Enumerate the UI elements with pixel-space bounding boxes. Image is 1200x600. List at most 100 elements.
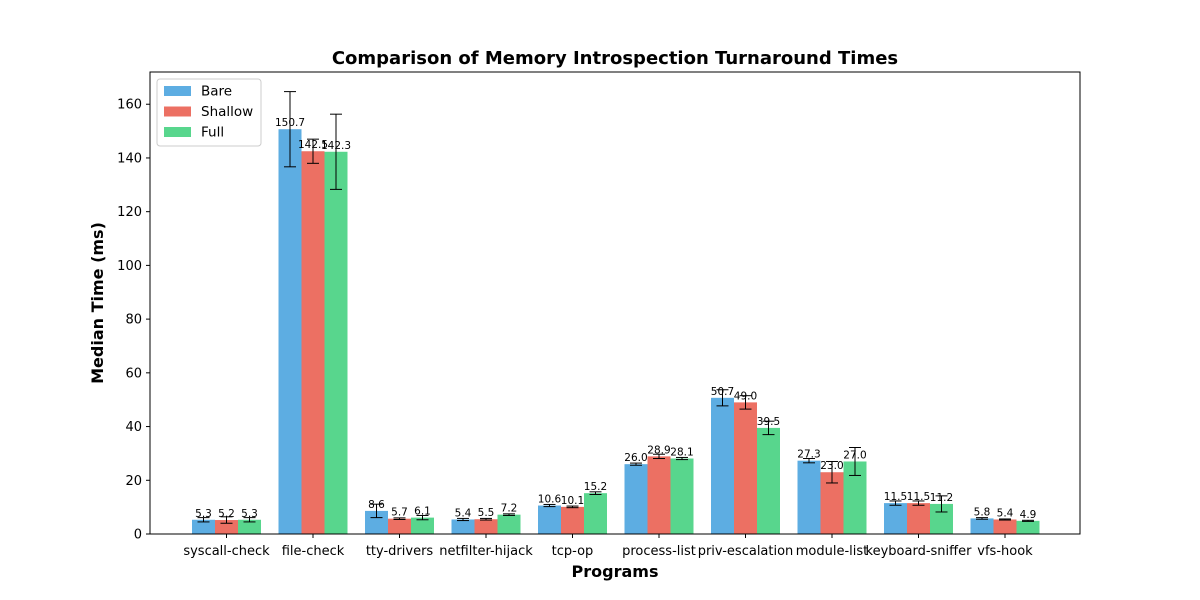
value-label-full-keyboard-sniffer: 11.2 (930, 492, 953, 504)
value-label-shallow-netfilter-hijack: 5.5 (478, 507, 495, 519)
error-bar-shallow-process-list (653, 453, 665, 460)
legend-label-full: Full (201, 125, 224, 141)
x-tick-label-priv-escalation: priv-escalation (698, 544, 794, 559)
value-label-shallow-tcp-op: 10.1 (561, 495, 584, 507)
x-tick-label-netfilter-hijack: netfilter-hijack (439, 544, 533, 559)
y-tick-label-0: 0 (134, 528, 142, 543)
y-tick-label-60: 60 (125, 366, 142, 381)
y-axis-title: Median Time (ms) (88, 222, 107, 384)
value-label-shallow-vfs-hook: 5.4 (997, 507, 1014, 519)
error-bar-full-module-list (849, 447, 861, 476)
error-bar-bare-tty-drivers (370, 503, 383, 519)
value-label-full-vfs-hook: 4.9 (1020, 509, 1037, 521)
bar-bare-file-check (278, 129, 302, 535)
error-bar-shallow-syscall-check (220, 516, 233, 524)
value-label-bare-keyboard-sniffer: 11.5 (884, 491, 907, 503)
plot-frame (149, 71, 1081, 535)
bar-bare-tty-drivers (365, 510, 388, 534)
value-label-full-module-list: 27.0 (843, 449, 866, 461)
error-bar-bare-syscall-check (197, 517, 210, 523)
error-bar-full-keyboard-sniffer (935, 495, 948, 513)
legend-swatch-full (164, 127, 191, 137)
bar-full-priv-escalation (757, 427, 780, 534)
value-label-shallow-priv-escalation: 49.0 (734, 390, 757, 402)
bar-full-keyboard-sniffer (930, 503, 953, 534)
bar-bare-tcp-op (538, 505, 561, 534)
value-label-full-tcp-op: 15.2 (584, 481, 607, 493)
error-bar-shallow-module-list (826, 460, 838, 484)
value-label-bare-tty-drivers: 8.6 (368, 499, 385, 511)
error-bar-full-tcp-op (589, 491, 602, 496)
error-bar-shallow-tcp-op (566, 505, 579, 509)
value-label-bare-vfs-hook: 5.8 (974, 506, 991, 518)
value-label-bare-syscall-check: 5.3 (195, 508, 212, 520)
legend-label-bare: Bare (201, 84, 232, 100)
value-label-shallow-file-check: 142.5 (298, 139, 328, 151)
value-label-full-syscall-check: 5.3 (241, 508, 258, 520)
bar-full-tty-drivers (411, 517, 434, 534)
value-label-shallow-keyboard-sniffer: 11.5 (907, 491, 930, 503)
value-label-bare-module-list: 27.3 (797, 449, 820, 461)
y-axis: 0 20 40 60 80 100 120 140 160 (117, 98, 150, 543)
y-tick-label-20: 20 (125, 474, 142, 489)
bar-bare-priv-escalation (711, 397, 734, 534)
y-tick-label-120: 120 (117, 205, 142, 220)
bar-full-netfilter-hijack (497, 514, 521, 534)
bar-full-syscall-check (238, 519, 261, 534)
bar-shallow-keyboard-sniffer (907, 503, 930, 534)
bar-shallow-module-list (820, 472, 844, 534)
error-bar-bare-priv-escalation (716, 389, 729, 407)
value-label-shallow-process-list: 28.9 (647, 444, 670, 456)
bar-bare-module-list (797, 460, 821, 534)
legend-swatch-shallow (164, 106, 191, 117)
value-label-shallow-tty-drivers: 5.7 (391, 507, 408, 519)
x-tick-label-syscall-check: syscall-check (183, 544, 270, 559)
error-bar-bare-file-check (284, 91, 296, 168)
x-axis: syscall-check file-check tty-drivers netfil… (183, 534, 1033, 559)
legend-swatch-bare (164, 86, 191, 96)
error-bar-full-priv-escalation (762, 420, 775, 436)
error-bar-bare-vfs-hook (976, 517, 988, 520)
error-bar-bare-keyboard-sniffer (889, 500, 902, 506)
bar-bare-syscall-check (192, 519, 215, 534)
legend: Bare Shallow Full (156, 78, 262, 147)
x-tick-label-keyboard-sniffer: keyboard-sniffer (866, 544, 973, 559)
value-label-full-priv-escalation: 39.5 (757, 416, 780, 428)
x-tick-label-file-check: file-check (282, 544, 345, 559)
value-label-bare-tcp-op: 10.6 (538, 494, 562, 506)
value-label-full-file-check: 142.3 (321, 140, 351, 152)
value-label-bare-process-list: 26.0 (624, 452, 647, 464)
error-bar-full-tty-drivers (416, 514, 429, 521)
error-bar-bare-process-list (630, 462, 642, 466)
error-bar-shallow-priv-escalation (739, 395, 752, 410)
x-tick-label-module-list: module-list (796, 544, 869, 559)
error-bar-bare-tcp-op (543, 503, 556, 508)
x-tick-label-tcp-op: tcp-op (552, 544, 594, 559)
error-bar-full-netfilter-hijack (503, 513, 515, 516)
error-bar-shallow-netfilter-hijack (480, 517, 492, 521)
bar-bare-keyboard-sniffer (884, 503, 907, 534)
bar-full-file-check (324, 151, 348, 534)
y-tick-label-80: 80 (125, 313, 142, 328)
value-label-full-tty-drivers: 6.1 (414, 506, 431, 518)
error-bar-shallow-keyboard-sniffer (912, 500, 925, 506)
y-tick-label-160: 160 (117, 98, 142, 113)
bar-full-tcp-op (584, 493, 607, 534)
bar-full-vfs-hook (1016, 520, 1040, 534)
error-bar-full-file-check (330, 113, 342, 190)
error-bar-full-vfs-hook (1022, 519, 1034, 522)
x-axis-title: Programs (572, 562, 659, 581)
error-bar-shallow-tty-drivers (393, 517, 406, 520)
chart-title: Comparison of Memory Introspection Turna… (332, 48, 898, 69)
bar-shallow-tcp-op (561, 506, 584, 534)
bar-bare-vfs-hook (970, 518, 994, 534)
value-label-bare-file-check: 150.7 (275, 117, 305, 129)
error-bar-shallow-file-check (307, 138, 319, 164)
value-label-bare-priv-escalation: 50.7 (711, 386, 734, 398)
y-tick-label-100: 100 (117, 259, 142, 274)
y-tick-label-40: 40 (125, 420, 142, 435)
value-label-full-netfilter-hijack: 7.2 (501, 503, 518, 515)
error-bar-full-syscall-check (243, 517, 256, 523)
error-bar-full-process-list (676, 456, 688, 461)
